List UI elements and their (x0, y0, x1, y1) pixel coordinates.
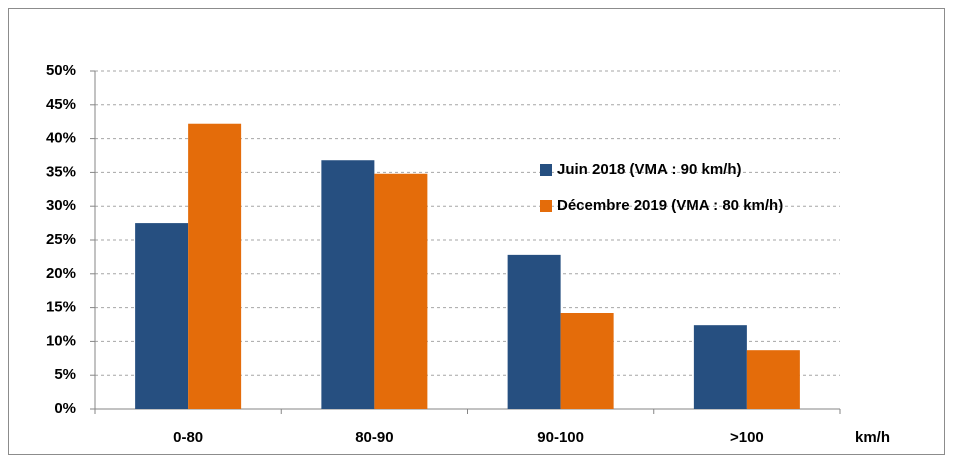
y-tick-label: 30% (46, 197, 76, 214)
legend-swatch (540, 164, 552, 176)
legend-swatch (540, 200, 552, 212)
bar (560, 313, 614, 409)
bar (321, 160, 375, 409)
y-tick-label: 50% (46, 62, 76, 79)
bar (135, 223, 189, 409)
legend-label: Juin 2018 (VMA : 90 km/h) (557, 161, 742, 178)
y-tick-label: 15% (46, 299, 76, 316)
legend-label: Décembre 2019 (VMA : 80 km/h) (557, 197, 783, 214)
y-tick-label: 45% (46, 96, 76, 113)
y-tick-label: 25% (46, 231, 76, 248)
y-tick-label: 35% (46, 163, 76, 180)
y-tick-label: 10% (46, 332, 76, 349)
x-tick-label: >100 (730, 429, 764, 446)
x-tick-label: 0-80 (173, 429, 203, 446)
x-tick-label: 80-90 (355, 429, 393, 446)
y-tick-label: 40% (46, 130, 76, 147)
bar (507, 254, 561, 409)
bar (746, 350, 800, 409)
y-tick-label: 0% (54, 400, 76, 417)
x-tick-label: 90-100 (537, 429, 584, 446)
y-tick-label: 5% (54, 366, 76, 383)
y-tick-label: 20% (46, 265, 76, 282)
bar (693, 325, 747, 409)
bar (374, 173, 428, 409)
x-axis-label: km/h (855, 429, 890, 446)
bar (188, 123, 242, 409)
